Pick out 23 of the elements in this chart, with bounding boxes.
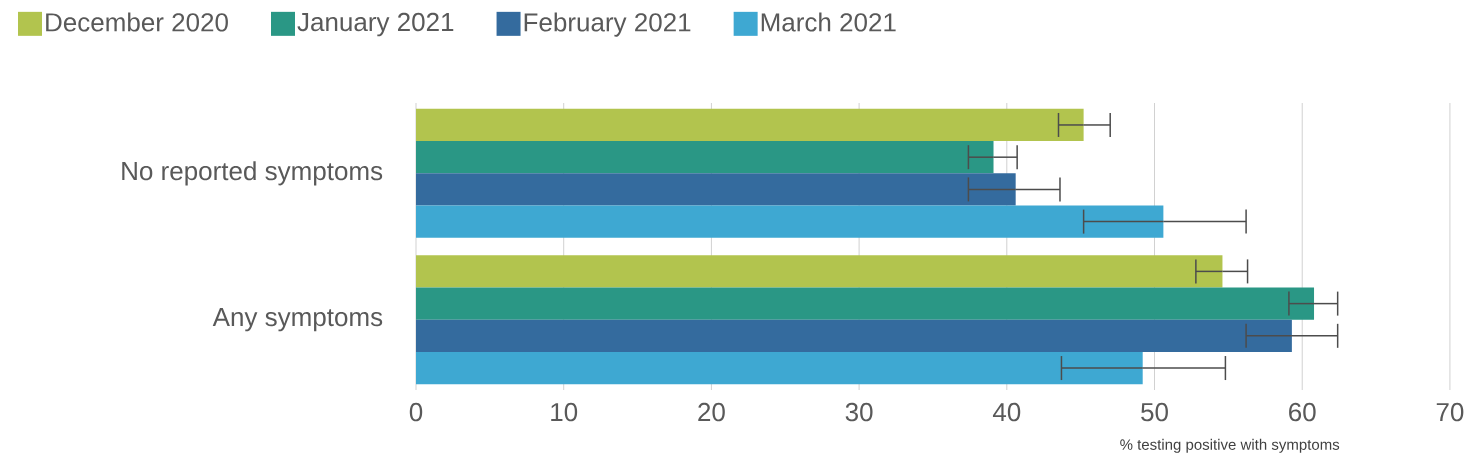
x-tick-label: 60 xyxy=(1289,402,1316,422)
legend-label: December 2020 xyxy=(46,12,228,32)
x-axis-title: % testing positive with symptoms xyxy=(1120,438,1340,453)
x-tick-label: 0 xyxy=(409,402,423,422)
bar xyxy=(416,351,1143,385)
bar xyxy=(416,108,1084,142)
x-tick-label: 20 xyxy=(698,402,725,422)
legend-label: February 2021 xyxy=(524,12,691,37)
y-tick-label: Any symptoms xyxy=(212,308,383,332)
legend-label: March 2021 xyxy=(761,12,896,32)
bar xyxy=(416,173,1016,206)
bar xyxy=(416,141,994,174)
x-tick-label: 70 xyxy=(1436,402,1464,422)
y-tick-label: No reported symptoms xyxy=(122,161,383,186)
x-tick-label: 30 xyxy=(845,402,873,422)
bar xyxy=(416,319,1292,352)
legend-label: January 2021 xyxy=(297,12,454,37)
x-tick-label: 40 xyxy=(992,402,1021,422)
x-tick-label: 50 xyxy=(1141,402,1168,422)
bar xyxy=(416,287,1315,320)
bar xyxy=(416,255,1223,288)
bar xyxy=(416,205,1164,238)
x-tick-label: 10 xyxy=(551,402,578,422)
